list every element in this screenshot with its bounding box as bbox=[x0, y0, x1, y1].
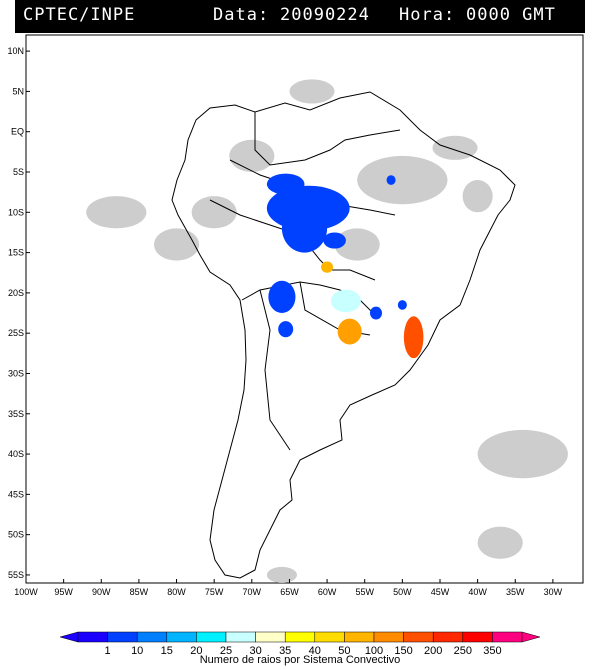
colorbar-label: 1 bbox=[105, 645, 111, 657]
lat-tick-label: 10N bbox=[7, 46, 24, 56]
cloud-patch bbox=[477, 429, 568, 479]
convective-cell bbox=[268, 280, 296, 314]
colorbar-swatch bbox=[196, 631, 227, 643]
title-bar: CPTEC/INPE Data: 20090224 Hora: 0000 GMT bbox=[15, 0, 585, 33]
lon-tick-label: 85W bbox=[130, 587, 149, 597]
convective-cell bbox=[337, 318, 362, 345]
cloud-patch bbox=[266, 566, 297, 583]
colorbar-swatch bbox=[462, 631, 493, 643]
colorbar-label: 25 bbox=[220, 645, 232, 657]
date-value: 20090224 bbox=[280, 5, 370, 25]
lon-tick-label: 35W bbox=[506, 587, 525, 597]
lon-tick-label: 75W bbox=[205, 587, 224, 597]
lat-tick-label: 10S bbox=[8, 207, 24, 217]
colorbar-swatch bbox=[284, 631, 316, 643]
lon-tick-label: 100W bbox=[14, 587, 38, 597]
colorbar-label: 40 bbox=[309, 645, 321, 657]
cloud-patch bbox=[357, 155, 448, 205]
date-label: Data: bbox=[213, 5, 270, 25]
cloud-patch bbox=[462, 180, 493, 213]
colorbar-swatch bbox=[107, 631, 138, 643]
colorbar-label: 20 bbox=[190, 645, 202, 657]
lon-tick-label: 65W bbox=[280, 587, 299, 597]
colorbar-label: 35 bbox=[279, 645, 291, 657]
lat-tick-label: 15S bbox=[8, 248, 24, 258]
colorbar-label: 200 bbox=[424, 645, 442, 657]
colorbar-arrow-right bbox=[521, 631, 541, 643]
lat-tick-label: 55S bbox=[8, 570, 24, 580]
convective-cell bbox=[266, 173, 305, 195]
colorbar-arrow-left bbox=[59, 631, 79, 643]
colorbar-swatch bbox=[225, 631, 256, 643]
lat-tick-label: 45S bbox=[8, 489, 24, 499]
lat-tick-label: 20S bbox=[8, 288, 24, 298]
cloud-patch bbox=[229, 139, 275, 172]
convective-cell bbox=[321, 261, 334, 273]
continent-coastline bbox=[171, 91, 516, 579]
time-label: Hora: bbox=[399, 5, 456, 25]
lat-tick-label: 40S bbox=[8, 449, 24, 459]
convective-cell bbox=[369, 306, 383, 320]
lon-tick-label: 60W bbox=[318, 587, 337, 597]
convective-cell bbox=[278, 321, 294, 338]
colorbar-title: Numero de raios por Sistema Convectivo bbox=[199, 654, 401, 666]
cloud-patch bbox=[477, 526, 523, 559]
lat-tick-label: 30S bbox=[8, 368, 24, 378]
convective-cell bbox=[323, 232, 346, 249]
colorbar-swatch bbox=[77, 631, 108, 643]
cloud-patch bbox=[86, 196, 147, 229]
convective-cell bbox=[403, 316, 424, 359]
cloud-patch bbox=[289, 79, 335, 104]
lon-tick-label: 40W bbox=[468, 587, 487, 597]
colorbar-swatch bbox=[136, 631, 168, 643]
lon-tick-label: 55W bbox=[355, 587, 374, 597]
lat-tick-label: 35S bbox=[8, 409, 24, 419]
colorbar-label: 150 bbox=[394, 645, 412, 657]
colorbar-swatch bbox=[403, 631, 434, 643]
time-value: 0000 GMT bbox=[466, 5, 556, 25]
latitude-axis: 10N 5N EQ 5S 10S 15S 20S 25S 30S 35S 40S 45S 50S 55S bbox=[7, 46, 30, 580]
colorbar-swatch bbox=[373, 631, 404, 643]
colorbar-label: 10 bbox=[131, 645, 143, 657]
colorbar-swatch bbox=[432, 631, 464, 643]
convective-cells-layer bbox=[266, 173, 424, 359]
cloud-patch bbox=[432, 135, 478, 160]
convective-cell bbox=[397, 300, 407, 310]
colorbar-label: 100 bbox=[365, 645, 383, 657]
convective-cell bbox=[330, 289, 361, 313]
lat-tick-label: EQ bbox=[11, 127, 24, 137]
colorbar-swatch bbox=[344, 631, 375, 643]
cloud-cover-layer bbox=[86, 79, 568, 583]
colorbar-swatch bbox=[492, 631, 523, 643]
colorbar-swatch bbox=[166, 631, 197, 643]
lon-tick-label: 45W bbox=[431, 587, 450, 597]
longitude-axis: 100W 95W 90W 85W 80W 75W 70W 65W 60W 55W 50W 45W 40W… bbox=[14, 579, 563, 597]
cloud-patch bbox=[334, 228, 380, 261]
cloud-patch bbox=[191, 196, 237, 229]
lon-tick-label: 95W bbox=[54, 587, 73, 597]
colorbar-swatch bbox=[255, 631, 286, 643]
colorbar: 1 10 15 20 25 30 35 40 50 100 150 200 250 350 bbox=[59, 631, 541, 657]
lat-tick-label: 5N bbox=[12, 86, 24, 96]
colorbar-label: 15 bbox=[161, 645, 173, 657]
agency-label: CPTEC/INPE bbox=[23, 5, 136, 25]
lat-tick-label: 25S bbox=[8, 328, 24, 338]
colorbar-label: 250 bbox=[454, 645, 472, 657]
cloud-patch bbox=[153, 228, 200, 261]
lon-tick-label: 90W bbox=[92, 587, 111, 597]
colorbar-swatch bbox=[314, 631, 345, 643]
convective-cell bbox=[281, 204, 328, 253]
colorbar-label: 50 bbox=[338, 645, 350, 657]
lat-tick-label: 5S bbox=[13, 167, 24, 177]
lon-tick-label: 30W bbox=[544, 587, 563, 597]
lon-tick-label: 50W bbox=[393, 587, 412, 597]
colorbar-label: 350 bbox=[483, 645, 501, 657]
convective-cell bbox=[386, 175, 396, 185]
lon-tick-label: 70W bbox=[243, 587, 262, 597]
colorbar-label: 30 bbox=[249, 645, 261, 657]
lat-tick-label: 50S bbox=[8, 530, 24, 540]
lon-tick-label: 80W bbox=[167, 587, 186, 597]
